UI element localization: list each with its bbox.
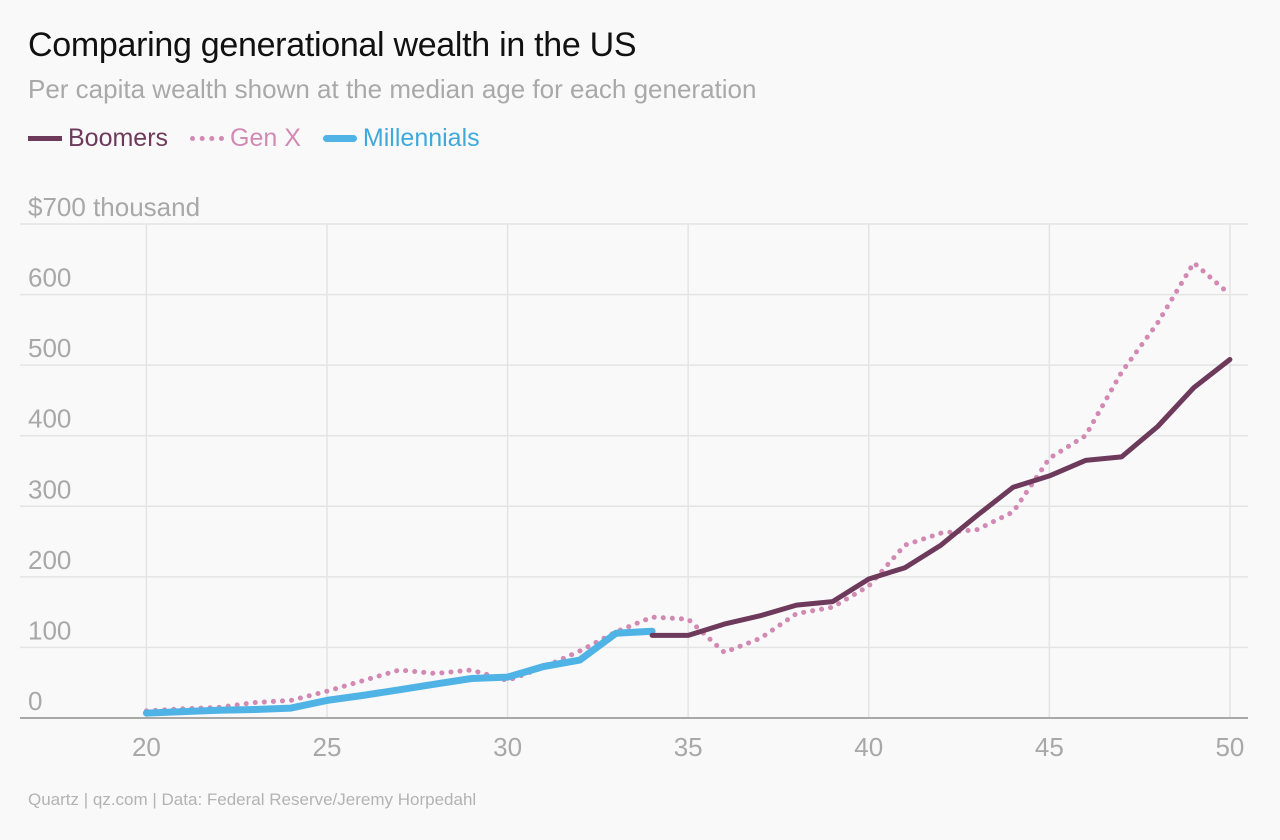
legend-swatch-millennials (322, 135, 357, 142)
legend-swatch-genx (190, 136, 225, 141)
series-line-boomers (649, 357, 1233, 638)
series-line-genx (143, 260, 1233, 714)
chart-title: Comparing generational wealth in the US (28, 26, 637, 64)
y-tick-label: 200 (28, 545, 71, 575)
legend-swatch-boomers (28, 136, 62, 141)
source-footer: Quartz | qz.com | Data: Federal Reserve/… (28, 790, 477, 809)
y-tick-label: 600 (28, 263, 71, 293)
legend: Boomers Gen X Millennials (28, 124, 502, 153)
y-tick-label: 400 (28, 404, 71, 434)
legend-label-millennials: Millennials (362, 124, 480, 152)
y-tick-label: 500 (28, 333, 71, 363)
x-tick-label: 25 (313, 732, 342, 762)
legend-item-genx: Gen X (190, 124, 301, 153)
legend-label-boomers: Boomers (68, 124, 169, 152)
y-tick-label: 100 (28, 615, 71, 645)
legend-label-genx: Gen X (230, 124, 301, 152)
y-tick-label: 300 (28, 474, 71, 504)
y-tick-label: 0 (28, 686, 42, 716)
x-tick-label: 35 (674, 732, 703, 762)
chart-subtitle: Per capita wealth shown at the median ag… (28, 74, 757, 104)
x-tick-label: 30 (493, 732, 522, 762)
x-tick-label: 40 (854, 732, 883, 762)
legend-item-millennials: Millennials (322, 124, 480, 153)
x-tick-label: 45 (1035, 732, 1064, 762)
series-line-millennials (142, 627, 656, 717)
x-tick-label: 20 (132, 732, 161, 762)
y-tick-label: $700 thousand (28, 192, 200, 222)
x-tick-label: 50 (1215, 732, 1244, 762)
legend-item-boomers: Boomers (28, 124, 168, 153)
